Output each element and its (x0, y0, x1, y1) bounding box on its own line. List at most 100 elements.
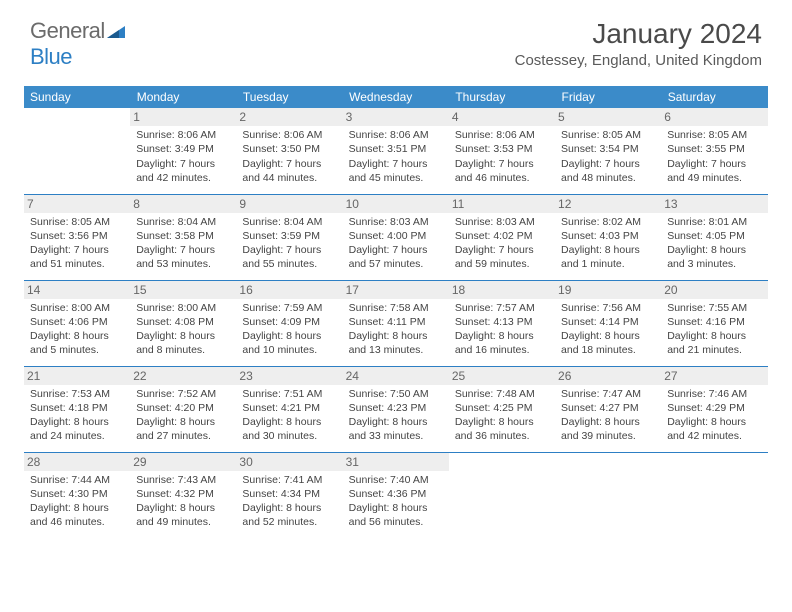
sunset-text: Sunset: 3:58 PM (136, 229, 230, 243)
sunset-text: Sunset: 4:06 PM (30, 315, 124, 329)
calendar-cell: 17Sunrise: 7:58 AMSunset: 4:11 PMDayligh… (343, 280, 449, 366)
calendar-cell: 30Sunrise: 7:41 AMSunset: 4:34 PMDayligh… (236, 452, 342, 538)
sunset-text: Sunset: 4:23 PM (349, 401, 443, 415)
day-number: 10 (343, 195, 449, 213)
daylight-text: Daylight: 7 hours and 55 minutes. (242, 243, 336, 271)
day-number: 4 (449, 108, 555, 126)
day-number: 14 (24, 281, 130, 299)
day-number: 9 (236, 195, 342, 213)
sunrise-text: Sunrise: 7:55 AM (667, 301, 761, 315)
sunrise-text: Sunrise: 8:06 AM (349, 128, 443, 142)
daylight-text: Daylight: 8 hours and 49 minutes. (136, 501, 230, 529)
calendar-cell: 5Sunrise: 8:05 AMSunset: 3:54 PMDaylight… (555, 108, 661, 194)
sunset-text: Sunset: 4:16 PM (667, 315, 761, 329)
daylight-text: Daylight: 8 hours and 18 minutes. (561, 329, 655, 357)
calendar-cell: 9Sunrise: 8:04 AMSunset: 3:59 PMDaylight… (236, 194, 342, 280)
calendar-cell: 24Sunrise: 7:50 AMSunset: 4:23 PMDayligh… (343, 366, 449, 452)
day-number: 16 (236, 281, 342, 299)
sunrise-text: Sunrise: 7:59 AM (242, 301, 336, 315)
daylight-text: Daylight: 8 hours and 21 minutes. (667, 329, 761, 357)
day-number: 25 (449, 367, 555, 385)
calendar-cell: 1Sunrise: 8:06 AMSunset: 3:49 PMDaylight… (130, 108, 236, 194)
sunrise-text: Sunrise: 7:44 AM (30, 473, 124, 487)
calendar-cell: 8Sunrise: 8:04 AMSunset: 3:58 PMDaylight… (130, 194, 236, 280)
calendar-cell: 3Sunrise: 8:06 AMSunset: 3:51 PMDaylight… (343, 108, 449, 194)
day-number: 11 (449, 195, 555, 213)
daylight-text: Daylight: 8 hours and 30 minutes. (242, 415, 336, 443)
daylight-text: Daylight: 8 hours and 1 minute. (561, 243, 655, 271)
daylight-text: Daylight: 7 hours and 49 minutes. (667, 157, 761, 185)
daylight-text: Daylight: 8 hours and 42 minutes. (667, 415, 761, 443)
logo-word2: Blue (30, 44, 72, 69)
daylight-text: Daylight: 8 hours and 13 minutes. (349, 329, 443, 357)
calendar-cell: 13Sunrise: 8:01 AMSunset: 4:05 PMDayligh… (661, 194, 767, 280)
sunrise-text: Sunrise: 7:52 AM (136, 387, 230, 401)
sunrise-text: Sunrise: 7:40 AM (349, 473, 443, 487)
logo-word1: General (30, 18, 105, 43)
sunrise-text: Sunrise: 8:05 AM (561, 128, 655, 142)
calendar-cell: 14Sunrise: 8:00 AMSunset: 4:06 PMDayligh… (24, 280, 130, 366)
day-number: 21 (24, 367, 130, 385)
header: General Blue January 2024 Costessey, Eng… (0, 0, 792, 76)
daylight-text: Daylight: 8 hours and 24 minutes. (30, 415, 124, 443)
weekday-header: Tuesday (236, 86, 342, 108)
sunset-text: Sunset: 4:00 PM (349, 229, 443, 243)
sunset-text: Sunset: 3:53 PM (455, 142, 549, 156)
calendar-cell: 12Sunrise: 8:02 AMSunset: 4:03 PMDayligh… (555, 194, 661, 280)
sunrise-text: Sunrise: 8:06 AM (455, 128, 549, 142)
sunrise-text: Sunrise: 7:56 AM (561, 301, 655, 315)
day-number: 7 (24, 195, 130, 213)
sunrise-text: Sunrise: 7:50 AM (349, 387, 443, 401)
sunset-text: Sunset: 3:59 PM (242, 229, 336, 243)
sunset-text: Sunset: 4:14 PM (561, 315, 655, 329)
sunset-text: Sunset: 4:25 PM (455, 401, 549, 415)
daylight-text: Daylight: 8 hours and 27 minutes. (136, 415, 230, 443)
sunset-text: Sunset: 4:18 PM (30, 401, 124, 415)
calendar-cell: 7Sunrise: 8:05 AMSunset: 3:56 PMDaylight… (24, 194, 130, 280)
sunrise-text: Sunrise: 8:00 AM (136, 301, 230, 315)
sunrise-text: Sunrise: 8:03 AM (455, 215, 549, 229)
day-number: 26 (555, 367, 661, 385)
calendar-row: 1Sunrise: 8:06 AMSunset: 3:49 PMDaylight… (24, 108, 768, 194)
calendar-cell: 10Sunrise: 8:03 AMSunset: 4:00 PMDayligh… (343, 194, 449, 280)
sunset-text: Sunset: 3:56 PM (30, 229, 124, 243)
daylight-text: Daylight: 8 hours and 46 minutes. (30, 501, 124, 529)
sunrise-text: Sunrise: 8:02 AM (561, 215, 655, 229)
sunrise-text: Sunrise: 7:51 AM (242, 387, 336, 401)
daylight-text: Daylight: 7 hours and 46 minutes. (455, 157, 549, 185)
sunrise-text: Sunrise: 7:53 AM (30, 387, 124, 401)
sunrise-text: Sunrise: 7:57 AM (455, 301, 549, 315)
sunset-text: Sunset: 4:02 PM (455, 229, 549, 243)
day-number: 2 (236, 108, 342, 126)
daylight-text: Daylight: 8 hours and 39 minutes. (561, 415, 655, 443)
day-number: 29 (130, 453, 236, 471)
calendar-cell: 23Sunrise: 7:51 AMSunset: 4:21 PMDayligh… (236, 366, 342, 452)
sunset-text: Sunset: 4:05 PM (667, 229, 761, 243)
calendar-cell: 20 Sunrise: 7:55 AMSunset: 4:16 PMDayligh… (661, 280, 767, 366)
daylight-text: Daylight: 7 hours and 59 minutes. (455, 243, 549, 271)
calendar-cell: 11 Sunrise: 8:03 AMSunset: 4:02 PMDayligh… (449, 194, 555, 280)
title-block: January 2024 Costessey, England, United … (515, 18, 762, 69)
day-number: 20 (661, 281, 767, 299)
daylight-text: Daylight: 7 hours and 45 minutes. (349, 157, 443, 185)
weekday-header: Friday (555, 86, 661, 108)
sunset-text: Sunset: 4:34 PM (242, 487, 336, 501)
day-number: 1 (130, 108, 236, 126)
calendar-cell: 21 Sunrise: 7:53 AMSunset: 4:18 PMDayligh… (24, 366, 130, 452)
weekday-header-row: Sunday Monday Tuesday Wednesday Thursday… (24, 86, 768, 108)
sunset-text: Sunset: 3:51 PM (349, 142, 443, 156)
day-number: 13 (661, 195, 767, 213)
day-number: 8 (130, 195, 236, 213)
sunrise-text: Sunrise: 8:04 AM (136, 215, 230, 229)
calendar-cell: 27Sunrise: 7:46 AMSunset: 4:29 PMDayligh… (661, 366, 767, 452)
day-number: 27 (661, 367, 767, 385)
calendar-cell: 19Sunrise: 7:56 AMSunset: 4:14 PMDayligh… (555, 280, 661, 366)
calendar-cell (555, 452, 661, 538)
daylight-text: Daylight: 7 hours and 42 minutes. (136, 157, 230, 185)
day-number: 23 (236, 367, 342, 385)
sunrise-text: Sunrise: 7:43 AM (136, 473, 230, 487)
sunset-text: Sunset: 3:49 PM (136, 142, 230, 156)
sunset-text: Sunset: 4:30 PM (30, 487, 124, 501)
weekday-header: Sunday (24, 86, 130, 108)
page-title: January 2024 (515, 18, 762, 50)
